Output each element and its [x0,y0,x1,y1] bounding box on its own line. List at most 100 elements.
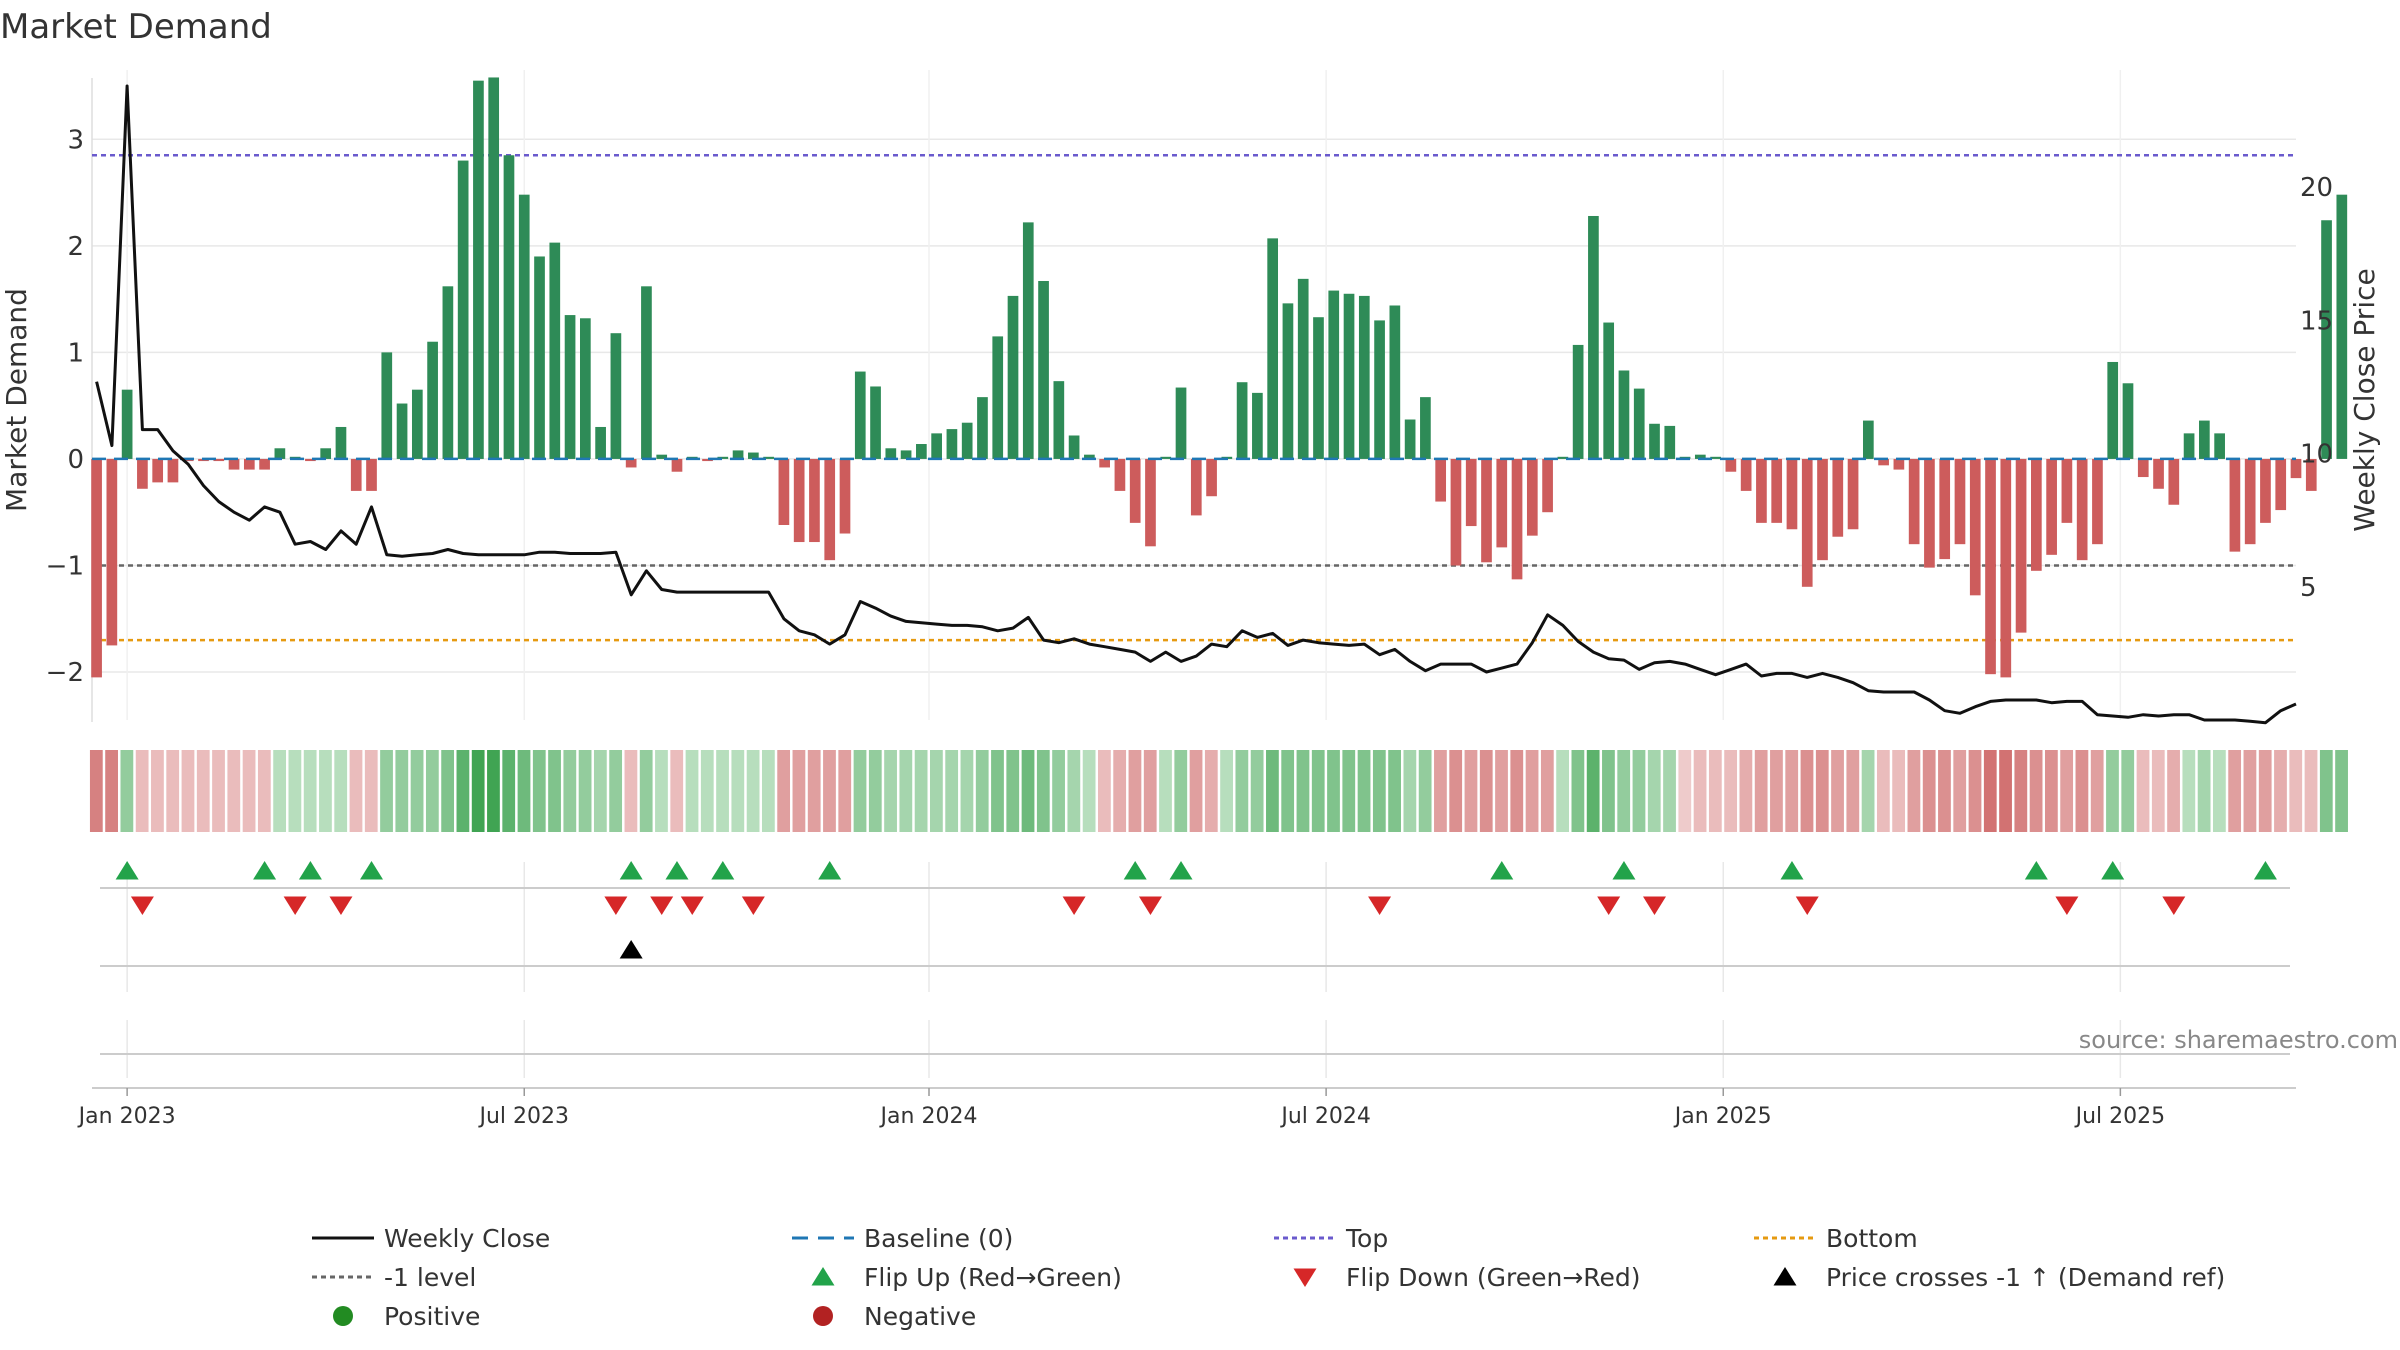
demand-bar [2168,458,2180,505]
strength-cell [1540,750,1554,832]
demand-bar [763,456,774,459]
demand-bar [1862,420,1874,459]
y-tick-left: 2 [67,232,84,262]
flip-down-marker [1795,896,1819,915]
strength-cell [899,750,913,832]
strength-cell [1617,750,1631,832]
legend-item: Baseline (0) [792,1224,1013,1253]
demand-bar [1038,280,1049,459]
strength-cell [257,750,271,832]
flip-up-marker [1612,861,1636,880]
strength-cell [914,750,928,832]
demand-bar [1022,222,1034,459]
strength-cell [716,750,729,832]
demand-bar [946,429,958,459]
demand-bar [473,80,484,459]
strength-cell [1464,750,1478,832]
demand-bar [1465,458,1477,527]
demand-bar [1924,458,1935,568]
strength-cell [1052,750,1065,832]
demand-bar [1664,425,1676,459]
strength-cell [639,750,653,832]
demand-bar [1954,458,1966,545]
legend-item: Bottom [1754,1224,1918,1253]
demand-bar [259,458,270,470]
strength-cell [1357,750,1371,832]
flip-up-marker [665,861,689,880]
flip-down-marker [680,896,704,915]
demand-bar [1435,458,1447,502]
demand-bar [656,454,668,459]
strength-cell [1266,750,1279,832]
demand-bar [1496,458,1508,548]
strength-cell [548,750,561,832]
demand-bar [732,450,744,459]
demand-bar [1282,303,1294,459]
strength-cell [1785,750,1799,832]
demand-bar [1817,458,1828,561]
x-tick-label: Jan 2024 [879,1104,978,1129]
strength-cell [2243,750,2257,832]
demand-bar [793,458,805,543]
strength-cell [2289,750,2303,832]
strength-cell [1556,750,1569,832]
demand-bar [595,426,606,459]
demand-bar [977,397,988,459]
flip-down-marker [329,896,353,915]
strength-cell [151,750,164,832]
demand-bar [1786,458,1798,530]
demand-bar [702,458,713,462]
legend-item: Weekly Close [312,1224,550,1253]
strength-cell [655,750,668,832]
demand-bar [1053,381,1065,459]
demand-bar [2305,458,2317,491]
strength-cell [1372,750,1386,832]
strength-cell [1693,750,1707,832]
legend-swatch-flip-up-red-green [811,1267,835,1286]
demand-bar [2031,458,2042,571]
demand-bar [778,458,790,525]
strength-cell [1678,750,1692,832]
demand-bar [106,458,118,646]
strength-cell [761,750,775,832]
strength-cell [181,750,195,832]
demand-bar [488,77,500,459]
flip-up-marker [1123,861,1147,880]
strength-cell [1082,750,1096,832]
y-tick-left: 1 [67,338,84,368]
strength-cell [1067,750,1081,832]
strength-cell [1159,750,1172,832]
demand-bar [1985,458,1996,675]
strength-cell [1342,750,1356,832]
demand-bar [1068,435,1080,459]
flip-down-marker [130,896,154,915]
strength-cell [532,750,546,832]
strength-cell [349,750,363,832]
demand-bar [1756,458,1767,523]
demand-bar [411,389,423,459]
demand-bar [503,155,515,459]
demand-bar [1389,305,1401,459]
demand-bar [1114,458,1126,491]
strength-cell [1021,750,1035,832]
legend-swatch-positive [333,1306,353,1326]
demand-bar [671,458,683,472]
demand-bar [1603,322,1615,459]
demand-bar [243,458,255,470]
strength-cell [1739,750,1753,832]
strength-cell [1036,750,1050,832]
strength-cell [792,750,806,832]
strength-cell [1938,750,1951,832]
demand-bar [2107,361,2119,459]
strength-cell [120,750,134,832]
strength-cell [930,750,943,832]
demand-bar [1542,458,1553,513]
x-tick-labels: Jan 2023 Jul 2023 Jan 2024 Jul 2024 Jan 2025… [77,1088,2165,1129]
flip-down-marker [741,896,765,915]
flip-up-marker [115,861,139,880]
flip-up-marker [1780,861,1804,880]
y-axis-left-label: Market Demand [0,288,33,512]
x-tick-label: Jul 2024 [1279,1104,1371,1129]
demand-bar [717,456,729,459]
